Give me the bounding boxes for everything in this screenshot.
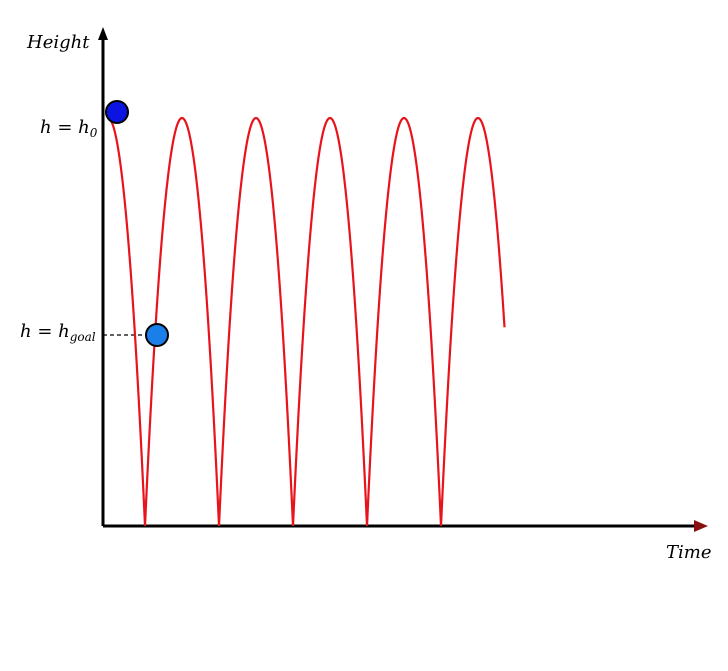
h0-label: h = h0 xyxy=(40,117,98,140)
y-axis-label: Height xyxy=(26,32,90,53)
y-axis-arrowhead xyxy=(98,27,108,40)
hgoal-label: h = hgoal xyxy=(20,321,96,344)
goal-ball xyxy=(145,323,169,347)
start-ball xyxy=(105,100,129,124)
x-axis-label: Time xyxy=(666,542,711,563)
x-axis-arrowhead xyxy=(694,520,708,532)
bounce-trajectory xyxy=(109,116,506,527)
